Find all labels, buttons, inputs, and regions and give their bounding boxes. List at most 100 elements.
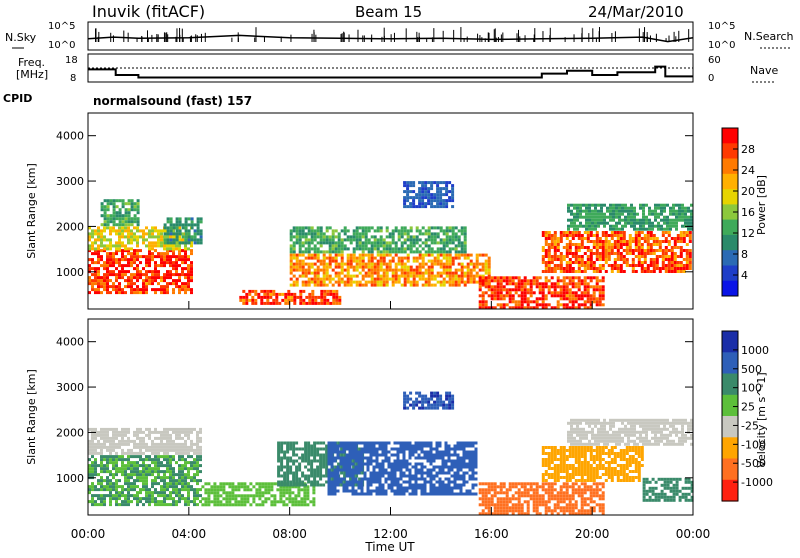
heatmap-cell-6 <box>347 247 350 250</box>
heatmap-cell-5 <box>410 266 413 269</box>
heatmap-cell-1 <box>97 247 100 250</box>
heatmap-cell-2 <box>101 223 104 226</box>
heatmap-cell-9 <box>651 222 654 225</box>
heatmap-cell-8 <box>590 258 593 261</box>
heatmap-cell-5 <box>482 266 485 269</box>
heatmap-cell-8 <box>662 249 665 252</box>
heatmap-cell-1 <box>124 431 127 434</box>
heatmap-cell-1 <box>106 437 109 440</box>
heatmap-cell-6 <box>341 238 344 241</box>
heatmap-cell-5 <box>407 281 410 284</box>
heatmap-cell-5 <box>347 260 350 263</box>
heatmap-cell-9 <box>582 216 585 219</box>
heatmap-cell-0 <box>154 267 157 270</box>
heatmap-cell-5 <box>356 281 359 284</box>
heatmap-cell-8 <box>653 264 656 267</box>
heatmap-cell-6 <box>359 238 362 241</box>
heatmap-cell-7 <box>545 282 548 285</box>
heatmap-cell-2 <box>101 214 104 217</box>
heatmap-cell-5 <box>350 257 353 260</box>
heatmap-cell-1 <box>91 232 94 235</box>
heatmap-cell-0 <box>103 458 106 461</box>
heatmap-cell-5 <box>407 266 410 269</box>
heatmap-cell-1 <box>139 235 142 238</box>
heatmap-cell-1 <box>172 431 175 434</box>
heatmap-cell-2 <box>279 494 282 497</box>
heatmap-cell-4 <box>311 290 314 293</box>
heatmap-cell-3 <box>277 460 280 463</box>
heatmap-cell-5 <box>359 281 362 284</box>
heatmap-cell-8 <box>599 255 602 258</box>
heatmap-cell-8 <box>677 264 680 267</box>
heatmap-cell-6 <box>344 247 347 250</box>
heatmap-cell-4 <box>370 448 373 451</box>
heatmap-cell-4 <box>376 493 379 496</box>
heatmap-cell-5 <box>371 254 374 257</box>
heatmap-cell-0 <box>187 270 190 273</box>
heatmap-cell-8 <box>572 267 575 270</box>
heatmap-cell-5 <box>386 284 389 287</box>
heatmap-cell-8 <box>548 243 551 246</box>
heatmap-cell-9 <box>666 216 669 219</box>
heatmap-cell-8 <box>581 237 584 240</box>
heatmap-cell-4 <box>391 454 394 457</box>
heatmap-cell-0 <box>190 476 193 479</box>
heatmap-cell-10 <box>424 187 427 190</box>
heatmap-cell-4 <box>391 478 394 481</box>
heatmap-cell-8 <box>548 267 551 270</box>
heatmap-cell-8 <box>557 264 560 267</box>
heatmap-cell-5 <box>464 254 467 257</box>
heatmap-cell-1 <box>172 244 175 247</box>
heatmap-cell-5 <box>332 257 335 260</box>
heatmap-cell-7 <box>545 279 548 282</box>
heatmap-cell-9 <box>567 219 570 222</box>
heatmap-cell-1 <box>121 437 124 440</box>
heatmap-cell-5 <box>326 284 329 287</box>
heatmap-cell-10 <box>424 190 427 193</box>
heatmap-cell-10 <box>406 187 409 190</box>
heatmap-cell-0 <box>190 500 193 503</box>
heatmap-cell-9 <box>570 213 573 216</box>
heatmap-cell-8 <box>680 267 683 270</box>
heatmap-cell-10 <box>421 199 424 202</box>
heatmap-cell-7 <box>554 282 557 285</box>
heatmap-cell-9 <box>615 207 618 210</box>
heatmap-cell-4 <box>403 472 406 475</box>
heatmap-cell-6 <box>404 238 407 241</box>
heatmap-cell-9 <box>576 228 579 231</box>
heatmap-cell-2 <box>258 485 261 488</box>
heatmap-cell-1 <box>112 244 115 247</box>
heatmap-cell-6 <box>320 235 323 238</box>
heatmap-cell-9 <box>627 219 630 222</box>
heatmap-cell-3 <box>340 454 343 457</box>
heatmap-cell-5 <box>428 281 431 284</box>
heatmap-cell-0 <box>121 288 124 291</box>
heatmap-cell-0 <box>94 461 97 464</box>
heatmap-cell-1 <box>157 241 160 244</box>
heatmap-cell-0 <box>130 279 133 282</box>
heatmap-cell-8 <box>644 258 647 261</box>
heatmap-cell-0 <box>172 252 175 255</box>
heatmap-cell-3 <box>319 466 322 469</box>
heatmap-cell-0 <box>109 264 112 267</box>
heatmap-cell-0 <box>124 270 127 273</box>
heatmap-cell-1 <box>127 437 130 440</box>
heatmap-cell-0 <box>133 291 136 294</box>
heatmap-cell-1 <box>130 229 133 232</box>
heatmap-cell-0 <box>118 470 121 473</box>
heatmap-cell-9 <box>582 204 585 207</box>
heatmap-cell-8 <box>587 237 590 240</box>
heatmap-cell-7 <box>521 300 524 303</box>
heatmap-cell-7 <box>479 300 482 303</box>
heatmap-cell-4 <box>418 469 421 472</box>
heatmap-cell-0 <box>160 470 163 473</box>
heatmap-cell-0 <box>190 467 193 470</box>
heatmap-cell-3 <box>304 466 307 469</box>
heatmap-cell-5 <box>338 272 341 275</box>
heatmap-cell-3 <box>289 457 292 460</box>
heatmap-cell-4 <box>331 454 334 457</box>
heatmap-cell-5 <box>404 272 407 275</box>
heatmap-cell-5 <box>467 263 470 266</box>
heatmap-cell-7 <box>602 303 605 306</box>
